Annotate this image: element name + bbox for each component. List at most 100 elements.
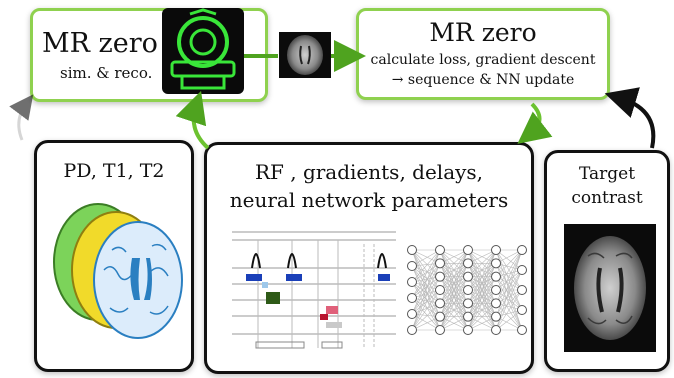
nn-node [435, 285, 445, 295]
nn-edge [439, 249, 469, 317]
nn-node [491, 258, 501, 269]
nn-edge [495, 269, 523, 317]
nn-edge [495, 309, 523, 331]
nn-edge [411, 249, 441, 299]
tissue-box-title: PD, T1, T2 [63, 160, 165, 182]
nn-edge [411, 249, 441, 304]
nn-edge [439, 276, 469, 331]
nn-node [491, 311, 501, 322]
target-contrast-image [564, 224, 656, 352]
nn-node [435, 325, 445, 335]
nn-node [463, 311, 473, 322]
nn-edge [411, 276, 441, 331]
nn-node [517, 285, 527, 295]
nn-edge [467, 276, 497, 331]
nn-edge [467, 263, 497, 331]
nn-edge [439, 289, 469, 331]
nn-edge [495, 249, 523, 304]
nn-node [491, 245, 501, 255]
nn-edge [495, 249, 523, 277]
neural-network-illustration [407, 245, 527, 335]
nn-edge [411, 289, 441, 315]
nn-edge [495, 269, 523, 304]
mr-zero-update-box [356, 8, 610, 100]
nn-node [407, 309, 417, 319]
nn-node [463, 271, 473, 282]
nn-node [463, 258, 473, 269]
nn-edge [495, 249, 523, 291]
nn-edge [411, 249, 441, 267]
nn-node [491, 298, 501, 309]
nn-edge [467, 249, 497, 291]
nn-node [491, 285, 501, 295]
nn-edge [439, 249, 469, 304]
nn-edge [411, 281, 441, 304]
nn-node [435, 245, 445, 255]
nn-edge [411, 249, 441, 317]
nn-node [491, 325, 501, 335]
update-box-line1: calculate loss, gradient descent [370, 52, 596, 68]
nn-node [407, 293, 417, 303]
nn-node [491, 271, 501, 282]
nn-edge [495, 249, 523, 271]
sim-box-title: MR zero [42, 28, 158, 59]
nn-edge [411, 297, 441, 317]
nn-edge [467, 289, 497, 331]
nn-edge [411, 265, 441, 317]
nn-edge [411, 263, 441, 299]
nn-edge [495, 289, 523, 331]
nn-edge [411, 276, 441, 299]
nn-node [517, 305, 527, 315]
nn-edge [411, 281, 441, 317]
reconstructed-image-thumbnail [279, 32, 331, 78]
nn-node [463, 245, 473, 255]
nn-edge [411, 263, 441, 331]
nn-edge [439, 249, 469, 277]
nn-edge [495, 269, 523, 331]
nn-node [435, 271, 445, 282]
update-box-title: MR zero [429, 18, 537, 47]
nn-edge [467, 303, 497, 331]
nn-edge [411, 263, 441, 283]
nn-node [435, 311, 445, 322]
nn-edge [467, 249, 497, 277]
nn-node [463, 298, 473, 309]
update-box-line2: → sequence & NN update [391, 72, 575, 88]
params-box-line1: RF , gradients, delays, [254, 160, 484, 184]
sequence-diagram [232, 231, 396, 349]
nn-edge [439, 316, 469, 331]
nn-edge [411, 303, 441, 331]
nn-node [517, 325, 527, 335]
nn-node [407, 261, 417, 271]
nn-node [407, 277, 417, 287]
sim-box-subtitle: sim. & reco. [60, 64, 153, 82]
tissue-maps-illustration [53, 203, 183, 339]
nn-edge [411, 249, 441, 283]
nn-edge [439, 263, 469, 331]
nn-edge [411, 289, 441, 331]
nn-node [407, 325, 417, 335]
target-box-line2: contrast [571, 188, 643, 208]
nn-node [517, 265, 527, 275]
nn-node [463, 285, 473, 295]
nn-edge [495, 269, 523, 291]
nn-node [435, 258, 445, 269]
nn-edge [495, 289, 523, 317]
params-box-line2: neural network parameters [229, 188, 509, 212]
nn-edge [467, 249, 497, 304]
nn-edge [467, 316, 497, 331]
nn-node [463, 325, 473, 335]
nn-edge [439, 249, 469, 291]
nn-edge [495, 303, 523, 331]
nn-node [435, 298, 445, 309]
target-box-line1: Target [578, 164, 636, 184]
nn-node [517, 245, 527, 255]
nn-edge [411, 249, 441, 315]
nn-edge [439, 249, 469, 264]
nn-edge [439, 303, 469, 331]
nn-edge [467, 249, 497, 317]
nn-edge [411, 263, 441, 315]
nn-edge [411, 316, 441, 331]
nn-edge [467, 249, 497, 264]
